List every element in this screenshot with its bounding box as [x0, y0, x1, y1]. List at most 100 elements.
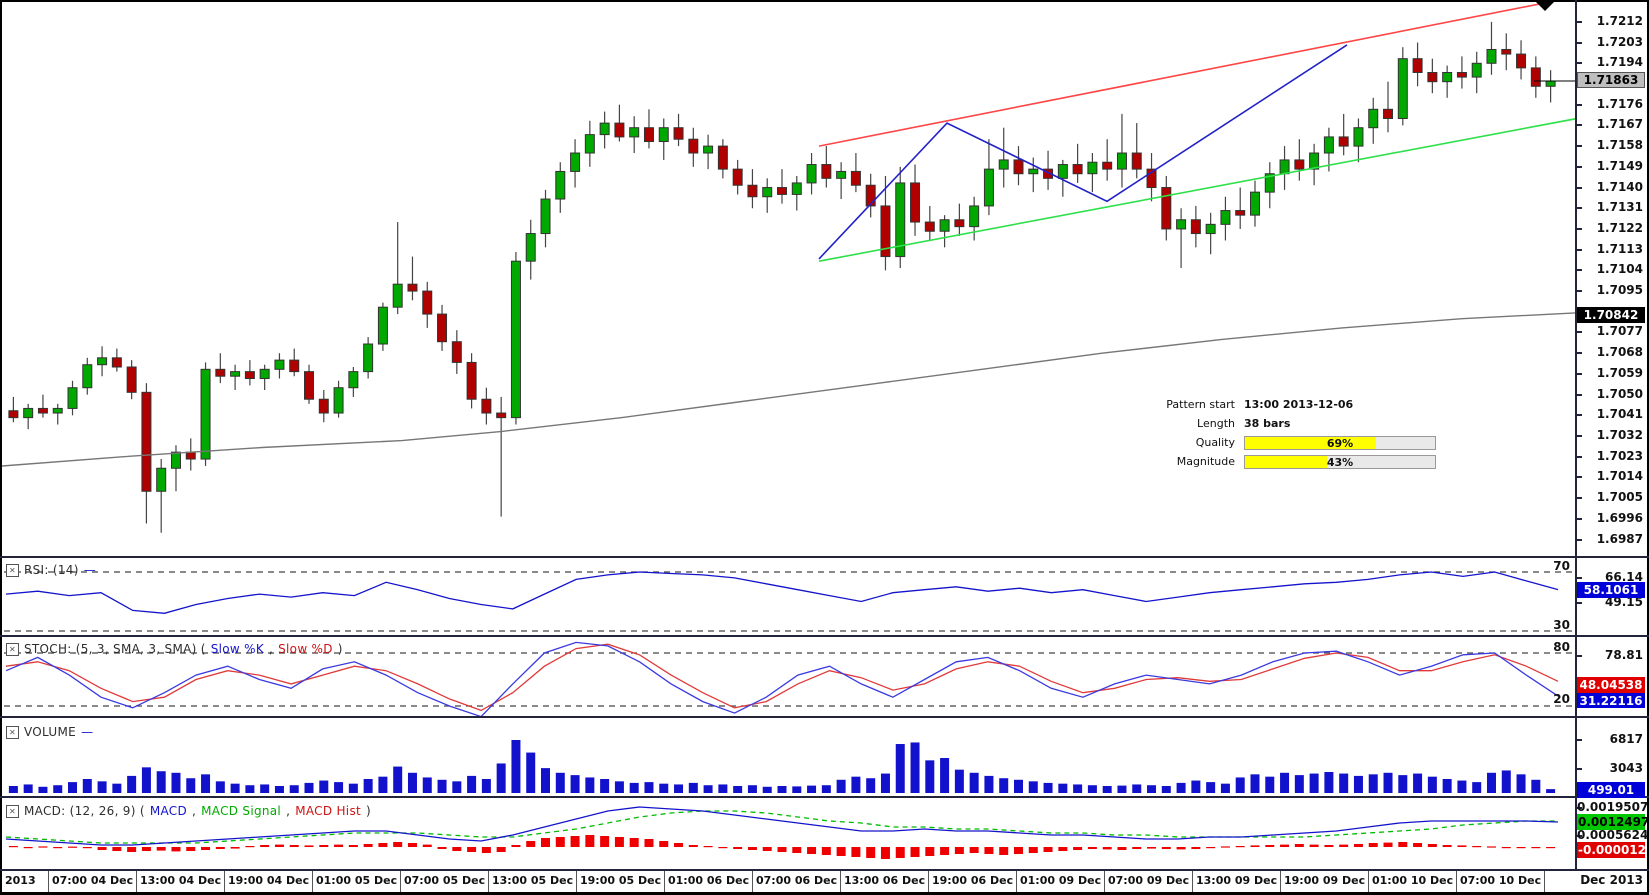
panel-separator[interactable] — [0, 869, 1649, 871]
axis-tick — [1575, 739, 1582, 741]
time-axis-label: 19:00 06 Dec — [928, 871, 1016, 892]
axis-tick — [1575, 768, 1582, 770]
stoch-axis-label: 78.81 — [1605, 648, 1643, 662]
rsi-line — [5, 571, 1559, 614]
pattern-top-marker-icon — [1536, 2, 1554, 11]
window-border-top — [0, 0, 1649, 2]
time-axis-label: 19:00 09 Dec — [1280, 871, 1368, 892]
header-text-part: RSI: (14) — [24, 563, 79, 577]
time-axis-label: 13:00 09 Dec — [1192, 871, 1280, 892]
macd-plot[interactable] — [2, 798, 1575, 869]
axis-tick — [1575, 835, 1582, 837]
stoch-plot[interactable] — [2, 637, 1575, 716]
header-text-part: Slow %K — [210, 642, 264, 656]
time-axis-label: 13:00 06 Dec — [840, 871, 928, 892]
time-axis-label: 19:00 05 Dec — [576, 871, 664, 892]
current-price-box: 1.71863 — [1577, 72, 1645, 88]
time-axis-label: 01:00 10 Dec — [1368, 871, 1456, 892]
panel-separator[interactable] — [0, 635, 1649, 637]
rsi-level-30-label: 30 — [1553, 618, 1570, 632]
time-axis-label: 07:00 09 Dec — [1104, 871, 1192, 892]
axis-tick — [1575, 290, 1582, 293]
time-axis[interactable]: 2013 07:00 04 Dec 13:00 04 Dec 19:00 04 Dec… — [2, 871, 1575, 892]
panel-separator[interactable] — [0, 556, 1649, 558]
time-axis-label: 07:00 06 Dec — [752, 871, 840, 892]
time-axis-label: 01:00 06 Dec — [664, 871, 752, 892]
window-border-left — [0, 0, 2, 895]
macd-panel-header: ✕ MACD: (12, 26, 9) (MACD, MACD Signal, M… — [6, 804, 371, 818]
magnitude-gauge-fill — [1245, 455, 1327, 468]
stoch-panel-header: ✕ STOCH: (5, 3, SMA, 3, SMA) (Slow %K, Sl… — [6, 642, 343, 656]
panel-separator[interactable] — [0, 796, 1649, 798]
axis-tick — [1575, 435, 1582, 438]
price-tick-label: 1.7032 — [1596, 428, 1643, 443]
price-tick-label: 1.7140 — [1596, 179, 1643, 194]
price-tick-label: 1.7005 — [1596, 490, 1643, 505]
price-axis-line[interactable] — [1575, 0, 1577, 869]
macd-axis-label: 0.0019507 — [1577, 800, 1649, 814]
header-text-part: MACD Signal — [201, 804, 282, 818]
indicator-checkbox-icon[interactable]: ✕ — [6, 725, 19, 739]
stoch-d-line — [5, 643, 1559, 712]
pattern-length-row: Length 38 bars — [1157, 414, 1447, 433]
stoch-d-value-box: 48.04538 — [1577, 677, 1645, 693]
price-tick-label: 1.7104 — [1596, 262, 1643, 277]
price-tick-label: 1.6987 — [1596, 531, 1643, 546]
price-tick-label: 1.7158 — [1596, 138, 1643, 153]
time-axis-label: 2013 — [5, 874, 36, 887]
axis-tick — [1575, 41, 1582, 44]
time-axis-label: 07:00 05 Dec — [400, 871, 488, 892]
rsi-value-box: 58.1061 — [1577, 582, 1645, 598]
axis-tick — [1575, 165, 1582, 168]
axis-tick — [1575, 497, 1582, 500]
ma-line — [2, 312, 1575, 467]
macd-signal-line — [5, 810, 1558, 844]
pattern-start-row: Pattern start 13:00 2013-12-06 — [1157, 395, 1447, 414]
pattern-info-panel: Pattern start 13:00 2013-12-06 Length 38… — [1157, 395, 1447, 471]
magnitude-gauge-text: 43% — [1326, 455, 1354, 469]
axis-tick — [1575, 62, 1582, 65]
stoch-k-value-box: 31.22116 — [1577, 693, 1645, 708]
axis-tick — [1575, 207, 1582, 210]
price-tick-label: 1.7203 — [1596, 34, 1643, 49]
header-text-part: — — [81, 725, 94, 739]
axis-tick — [1575, 372, 1582, 375]
price-tick-label: 1.6996 — [1596, 510, 1643, 525]
indicator-checkbox-icon[interactable]: ✕ — [6, 642, 19, 656]
header-text-part: MACD — [149, 804, 187, 818]
axis-tick — [1575, 393, 1582, 396]
time-axis-label: 13:00 05 Dec — [488, 871, 576, 892]
axis-tick — [1575, 602, 1582, 604]
axis-tick — [1575, 455, 1582, 458]
axis-tick — [1575, 476, 1582, 479]
price-tick-label: 1.7122 — [1596, 220, 1643, 235]
quality-gauge-fill — [1245, 436, 1377, 449]
volume-plot[interactable] — [2, 718, 1575, 796]
price-tick-label: 1.7041 — [1596, 407, 1643, 422]
header-text-part: ) — [337, 642, 343, 656]
rsi-panel-header: ✕ RSI: (14) — — [6, 563, 96, 577]
upper-channel-line — [818, 2, 1554, 147]
price-tick-label: 1.7194 — [1596, 55, 1643, 70]
month-label: Dec 2013 — [1580, 873, 1643, 887]
price-tick-label: 1.7167 — [1596, 117, 1643, 132]
time-axis-label: 01:00 05 Dec — [312, 871, 400, 892]
price-tick-label: 1.7023 — [1596, 448, 1643, 463]
stoch-k-line — [5, 641, 1559, 716]
magnitude-gauge: 43% — [1244, 454, 1436, 469]
axis-tick — [1575, 538, 1582, 541]
price-tick-label: 1.7050 — [1596, 386, 1643, 401]
axis-tick — [1575, 124, 1582, 127]
time-axis-label: 07:00 04 Dec — [48, 871, 136, 892]
indicator-checkbox-icon[interactable]: ✕ — [6, 563, 19, 577]
volume-axis-label: 6817 — [1609, 732, 1643, 746]
panel-separator[interactable] — [0, 716, 1649, 718]
ma-value-box: 1.70842 — [1577, 307, 1645, 323]
price-chart-plot[interactable] — [2, 2, 1575, 556]
axis-tick — [1575, 20, 1582, 23]
pattern-quality-row: Quality 69% — [1157, 433, 1447, 452]
indicator-checkbox-icon[interactable]: ✕ — [6, 804, 19, 818]
price-tick-label: 1.7059 — [1596, 365, 1643, 380]
rsi-plot[interactable] — [2, 558, 1575, 635]
